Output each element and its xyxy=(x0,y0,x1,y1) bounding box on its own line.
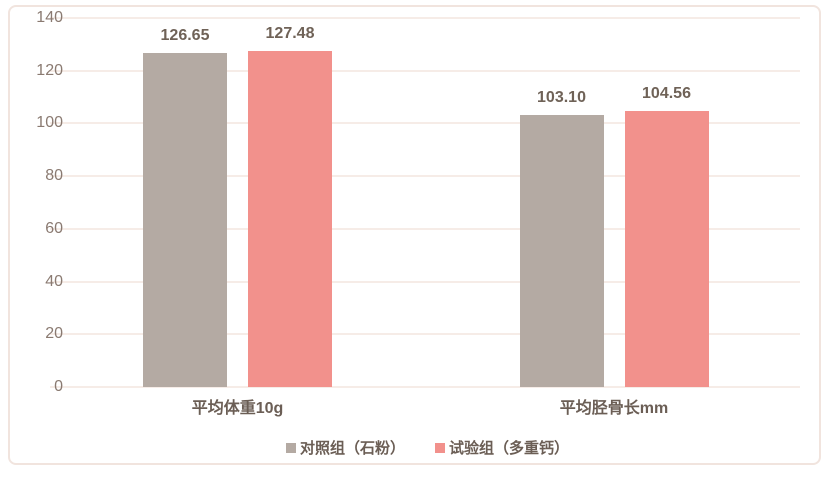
x-category-label: 平均胫骨长mm xyxy=(559,400,669,417)
bar-value-label: 104.56 xyxy=(642,85,691,103)
gridline xyxy=(50,17,800,19)
legend-item: 对照组（石粉） xyxy=(285,437,405,458)
gridline xyxy=(50,280,800,283)
y-tick-label: 120 xyxy=(36,61,63,79)
gridline xyxy=(50,227,800,230)
bar xyxy=(143,53,227,387)
y-tick-label: 60 xyxy=(45,219,63,237)
gridline xyxy=(50,69,800,72)
y-tick-label: 80 xyxy=(45,167,63,185)
legend-item: 试验组（多重钙） xyxy=(435,437,569,458)
chart-legend: 对照组（石粉） 试验组（多重钙） xyxy=(55,437,800,458)
x-category-label: 平均体重10g xyxy=(191,400,284,417)
bar xyxy=(248,50,332,387)
legend-swatch-icon xyxy=(285,442,296,453)
legend-swatch-icon xyxy=(435,442,445,453)
gridline xyxy=(50,122,800,125)
gridline xyxy=(50,386,800,388)
y-tick-label: 140 xyxy=(36,9,63,26)
bar xyxy=(519,115,604,387)
gridline xyxy=(50,175,800,178)
bar-value-label: 126.65 xyxy=(160,27,210,45)
y-tick-label: 40 xyxy=(45,272,63,290)
bar-value-label: 103.10 xyxy=(537,89,586,107)
legend-label: 对照组（石粉） xyxy=(299,440,405,457)
legend-label: 试验组（多重钙） xyxy=(449,440,570,457)
bar xyxy=(624,111,709,387)
bar-value-label: 127.48 xyxy=(265,24,315,42)
y-tick-label: 100 xyxy=(36,114,63,132)
y-tick-label: 0 xyxy=(54,378,63,395)
y-tick-label: 20 xyxy=(45,325,63,343)
gridline xyxy=(50,333,800,336)
